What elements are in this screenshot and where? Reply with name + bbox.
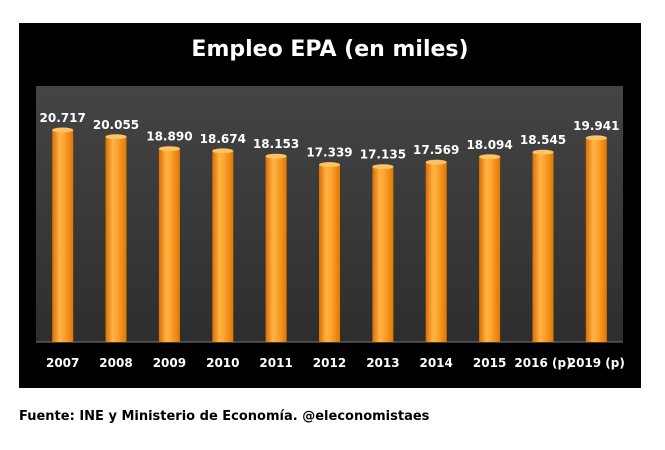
chart-title: Empleo EPA (en miles): [191, 37, 469, 62]
bar-2014: [425, 162, 447, 342]
x-tick-label: 2011: [259, 356, 292, 370]
bar-cap: [319, 162, 340, 168]
data-label: 19.941: [573, 119, 619, 133]
x-tick-label: 2015: [473, 356, 506, 370]
data-label: 18.545: [520, 133, 566, 147]
data-label: 18.674: [200, 132, 246, 146]
data-label: 20.717: [40, 111, 86, 125]
bar-2012: [319, 164, 340, 342]
data-label: 18.890: [146, 130, 192, 144]
bar-cap: [425, 159, 447, 165]
x-tick-label: 2013: [366, 356, 399, 370]
x-tick-label: 2016 (p): [514, 356, 571, 370]
bar-cap: [212, 148, 234, 154]
x-tick-label: 2009: [153, 356, 186, 370]
bar-2016-p: [532, 152, 554, 342]
bar-2019-p: [585, 137, 607, 342]
bar-cap: [479, 154, 501, 160]
x-tick-label: 2019 (p): [568, 356, 625, 370]
data-label: 17.135: [360, 148, 406, 162]
bar-2010: [212, 150, 234, 342]
bar-cap: [585, 135, 607, 141]
chart-frame: Empleo EPA (en miles) 20.717 20.055 18.890…: [19, 23, 641, 388]
bar-2007: [52, 130, 74, 342]
bar-cap: [265, 153, 287, 159]
source-note: Fuente: INE y Ministerio de Economía. @e…: [19, 409, 430, 424]
bar-2009: [158, 148, 180, 342]
bar-2008: [105, 136, 127, 342]
bar-2011: [265, 156, 287, 342]
bar-cap: [532, 149, 554, 155]
x-tick-label: 2008: [99, 356, 132, 370]
bar-cap: [372, 164, 394, 170]
data-label: 20.055: [93, 118, 139, 132]
x-tick-label: 2010: [206, 356, 239, 370]
x-tick-label: 2014: [419, 356, 452, 370]
data-label: 17.569: [413, 143, 459, 157]
data-label: 17.339: [306, 146, 352, 160]
bar-cap: [52, 127, 74, 133]
bar-chart: 20.717 20.055 18.890 18.674 18.153 17.339 17.1…: [36, 86, 625, 370]
bar-2015: [479, 156, 501, 342]
x-tick-label: 2012: [313, 356, 346, 370]
bar-cap: [105, 134, 127, 140]
bar-2013: [372, 166, 394, 342]
data-label: 18.094: [466, 138, 512, 152]
x-tick-label: 2007: [46, 356, 79, 370]
bar-cap: [158, 146, 180, 152]
data-label: 18.153: [253, 137, 299, 151]
